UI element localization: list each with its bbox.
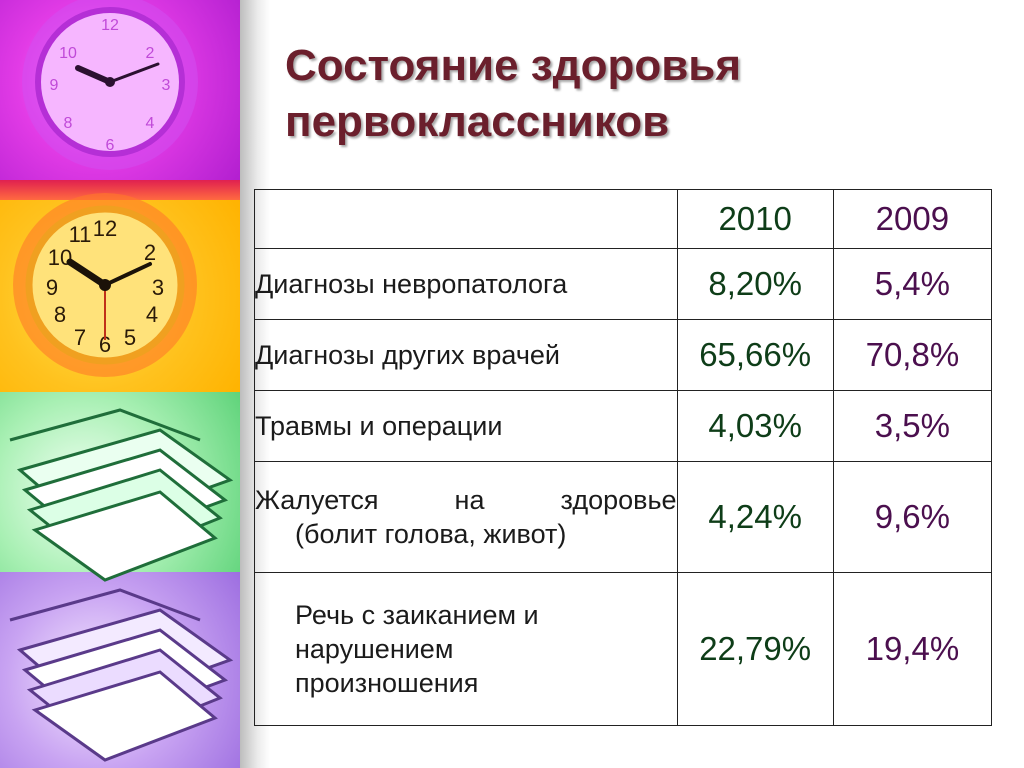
value-2009: 5,4%: [832, 248, 993, 320]
clock-icon: 12 23 4 6 8 910: [22, 0, 198, 170]
header-empty-cell: [254, 189, 678, 249]
health-stats-table: 2010 2009 Диагнозы невропатолога 8,20% 5…: [254, 189, 993, 726]
svg-text:6: 6: [99, 332, 111, 357]
table-header-row: 2010 2009: [254, 189, 993, 249]
table-row: Речь с заиканием и нарушением произношен…: [254, 572, 993, 726]
row-label-line-2: (болит голова, живот): [295, 519, 567, 549]
svg-text:2: 2: [146, 45, 155, 62]
svg-text:11: 11: [69, 222, 92, 247]
value-2010: 65,66%: [676, 319, 834, 391]
svg-text:9: 9: [46, 275, 58, 300]
svg-text:12: 12: [93, 216, 117, 241]
svg-text:3: 3: [152, 275, 164, 300]
svg-text:8: 8: [54, 302, 66, 327]
svg-text:8: 8: [64, 115, 73, 132]
svg-text:4: 4: [146, 302, 158, 327]
title-line-2: первоклассников: [285, 97, 670, 146]
svg-text:5: 5: [124, 325, 136, 350]
table-row: Жалуется на здоровье (болит голова, живо…: [254, 461, 993, 573]
svg-text:3: 3: [162, 77, 171, 94]
svg-text:10: 10: [59, 45, 77, 62]
svg-text:4: 4: [146, 115, 155, 132]
row-label-line-2: нарушением: [295, 634, 454, 664]
row-label: Травмы и операции: [254, 390, 678, 462]
header-year-2009: 2009: [832, 189, 993, 249]
table-row: Диагнозы невропатолога 8,20% 5,4%: [254, 248, 993, 320]
row-label: Речь с заиканием и нарушением произношен…: [254, 572, 678, 726]
svg-text:12: 12: [101, 17, 119, 34]
header-year-2010: 2010: [676, 189, 834, 249]
value-2009: 19,4%: [832, 572, 993, 726]
svg-text:10: 10: [48, 245, 72, 270]
paper-stack-icon: [9, 408, 234, 582]
row-label: Диагнозы других врачей: [254, 319, 678, 391]
value-2010: 22,79%: [676, 572, 834, 726]
row-label-line-1: Речь с заиканием и: [295, 600, 539, 630]
value-2009: 3,5%: [832, 390, 993, 462]
value-2009: 70,8%: [832, 319, 993, 391]
slide-title: Состояние здоровья первоклассников: [285, 38, 985, 150]
svg-text:9: 9: [50, 77, 59, 94]
table-row: Диагнозы других врачей 65,66% 70,8%: [254, 319, 993, 391]
value-2010: 8,20%: [676, 248, 834, 320]
row-label-line-1: Жалуется на здоровье: [255, 485, 677, 515]
value-2010: 4,24%: [676, 461, 834, 573]
title-line-1: Состояние здоровья: [285, 41, 742, 90]
paper-stack-icon: [9, 588, 234, 762]
row-label: Диагнозы невропатолога: [254, 248, 678, 320]
row-label: Жалуется на здоровье (болит голова, живо…: [254, 461, 678, 573]
value-2010: 4,03%: [676, 390, 834, 462]
red-divider-band: [0, 180, 240, 200]
svg-text:6: 6: [106, 137, 115, 154]
row-label-line-3: произношения: [295, 668, 479, 698]
svg-text:2: 2: [144, 240, 156, 265]
value-2009: 9,6%: [832, 461, 993, 573]
svg-text:7: 7: [74, 325, 86, 350]
table-row: Травмы и операции 4,03% 3,5%: [254, 390, 993, 462]
